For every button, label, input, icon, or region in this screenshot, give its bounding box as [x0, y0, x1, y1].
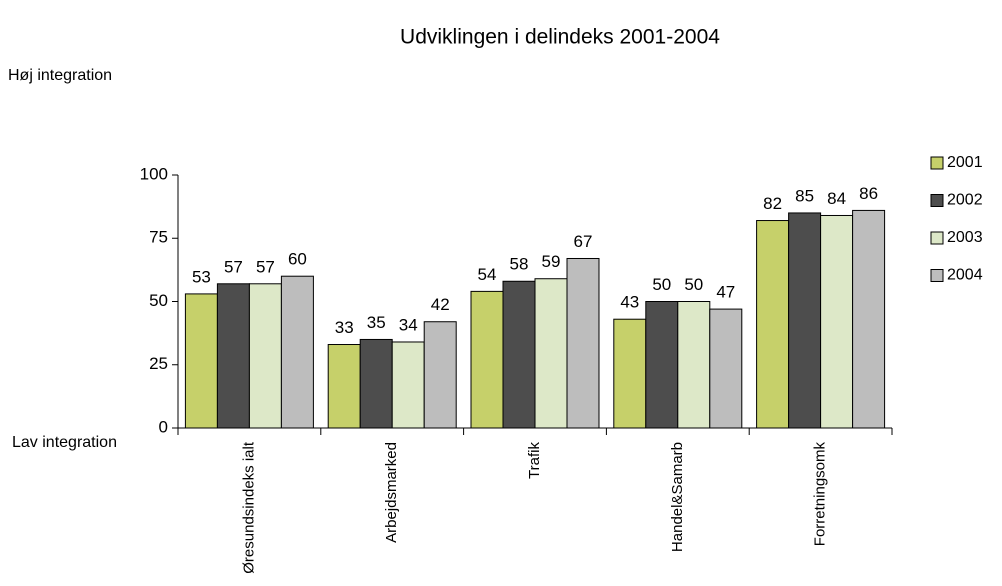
y-tick-label: 50 — [149, 291, 168, 310]
value-label: 57 — [256, 257, 275, 276]
value-label: 43 — [620, 293, 639, 312]
bar — [677, 301, 711, 429]
value-label: 54 — [478, 265, 497, 284]
value-label: 58 — [510, 255, 529, 274]
value-label: 67 — [574, 232, 593, 251]
bar — [359, 338, 393, 429]
legend-swatch — [930, 231, 944, 245]
bar — [534, 278, 568, 429]
annotation: Lav integration — [12, 434, 117, 451]
bar — [566, 257, 600, 429]
value-label: 59 — [542, 252, 561, 271]
value-label: 47 — [716, 283, 735, 302]
y-tick-label: 0 — [159, 417, 168, 436]
value-label: 82 — [763, 194, 782, 213]
x-tick-label: Arbejdsmarked — [383, 442, 400, 543]
value-label: 50 — [684, 275, 703, 294]
bar — [756, 220, 790, 429]
x-tick-label: Forretningsomk — [812, 442, 829, 547]
value-label: 86 — [859, 184, 878, 203]
bar — [502, 280, 536, 429]
y-tick-label: 75 — [149, 228, 168, 247]
bar — [423, 321, 457, 429]
legend-label: 2002 — [947, 192, 983, 209]
legend-swatch — [930, 269, 944, 282]
y-tick-label: 25 — [149, 354, 168, 373]
x-tick-label: Øresundsindeks ialt — [240, 441, 257, 574]
bar — [613, 318, 647, 429]
legend-swatch — [930, 194, 944, 207]
value-label: 57 — [224, 257, 243, 276]
bar — [852, 209, 886, 429]
value-label: 35 — [367, 313, 386, 332]
bar — [327, 344, 361, 429]
chart-title: Udviklingen i delindeks 2001-2004 — [400, 26, 720, 49]
bar — [709, 308, 743, 429]
bar — [280, 275, 314, 429]
value-label: 34 — [399, 315, 418, 334]
bar — [248, 283, 282, 429]
value-label: 33 — [335, 318, 354, 337]
legend-label: 2003 — [947, 229, 983, 246]
y-tick-label: 100 — [140, 164, 168, 183]
annotation: Høj integration — [8, 67, 112, 84]
x-tick-label: Handel&Samarb — [669, 442, 686, 552]
bar — [391, 341, 425, 429]
legend-swatch — [930, 156, 944, 170]
bar — [645, 301, 679, 429]
legend-label: 2001 — [947, 154, 983, 171]
bar — [216, 283, 250, 429]
value-label: 42 — [431, 295, 450, 314]
bar — [184, 293, 218, 429]
value-label: 60 — [288, 250, 307, 269]
x-tick-label: Trafik — [526, 442, 543, 479]
bar — [820, 214, 854, 429]
value-label: 85 — [795, 186, 814, 205]
legend-label: 2004 — [947, 267, 983, 284]
bar — [470, 290, 504, 429]
value-label: 84 — [827, 189, 846, 208]
value-label: 50 — [652, 275, 671, 294]
value-label: 53 — [192, 267, 211, 286]
bar — [788, 212, 822, 429]
